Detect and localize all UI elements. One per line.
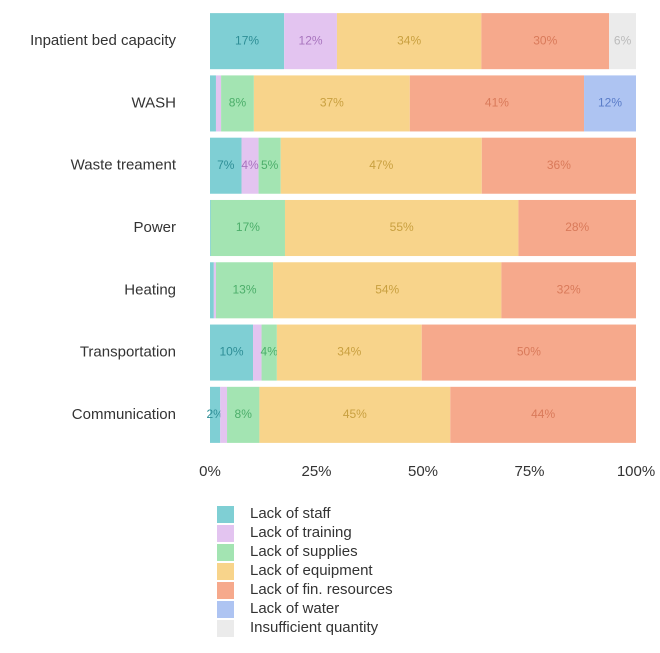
bar-segment xyxy=(210,13,285,70)
data-label: 17% xyxy=(236,220,260,234)
bar-segment xyxy=(501,262,636,319)
data-label: 47% xyxy=(369,158,393,172)
bar-segment xyxy=(253,324,262,381)
bar-segment xyxy=(210,324,254,381)
category-label: WASH xyxy=(132,94,176,111)
bar-segment xyxy=(210,199,211,257)
bar-segment xyxy=(258,137,281,194)
data-label: 36% xyxy=(547,158,571,172)
bar-segment xyxy=(215,262,274,319)
category-label: Waste treament xyxy=(71,157,177,174)
legend-label: Lack of supplies xyxy=(250,543,358,560)
bar-segment xyxy=(215,75,222,132)
bar-segment xyxy=(210,75,216,132)
data-label: 6% xyxy=(614,33,632,47)
bar-segment xyxy=(210,137,242,194)
legend-swatch xyxy=(217,544,234,561)
bar-segment xyxy=(284,199,519,257)
category-label: Transportation xyxy=(80,344,176,361)
bar-segment xyxy=(481,137,636,194)
bar-segment xyxy=(221,75,254,132)
bar-segment xyxy=(481,13,610,70)
data-label: 34% xyxy=(337,345,361,359)
legend-label: Lack of equipment xyxy=(250,562,373,579)
bar-segment xyxy=(210,199,285,257)
bar-segment xyxy=(253,75,410,132)
bar-segment xyxy=(276,324,422,381)
bar-segment xyxy=(609,13,636,70)
data-label: 37% xyxy=(320,96,344,110)
data-label: 17% xyxy=(235,33,259,47)
bar-segment xyxy=(213,262,216,319)
bar-segment xyxy=(450,386,636,443)
legend-swatch xyxy=(217,601,234,618)
data-label: 7% xyxy=(217,158,235,172)
bar-segment xyxy=(210,386,221,443)
data-label: 10% xyxy=(219,345,243,359)
legend-swatch xyxy=(217,525,234,542)
legend-label: Lack of water xyxy=(250,600,339,617)
data-label: 4% xyxy=(241,158,259,172)
bar-segment xyxy=(409,75,585,132)
category-label: Heating xyxy=(124,281,176,298)
x-tick-label: 50% xyxy=(408,463,438,480)
data-label: 41% xyxy=(485,96,509,110)
category-label: Power xyxy=(133,219,176,236)
bar-segment xyxy=(261,324,277,381)
bar-segment xyxy=(241,137,259,194)
legend-swatch xyxy=(217,506,234,523)
data-label: 5% xyxy=(261,158,279,172)
data-label: 2% xyxy=(206,407,224,421)
data-label: 13% xyxy=(232,282,256,296)
data-label: 8% xyxy=(229,96,247,110)
x-tick-label: 100% xyxy=(617,463,655,480)
legend-label: Lack of fin. resources xyxy=(250,581,393,598)
legend-label: Lack of staff xyxy=(250,505,331,522)
legend-swatch xyxy=(217,620,234,637)
bar-segment xyxy=(518,199,636,257)
bar-segment xyxy=(280,137,482,194)
data-label: 30% xyxy=(533,33,557,47)
legend-swatch xyxy=(217,563,234,580)
data-label: 28% xyxy=(565,220,589,234)
data-label: 34% xyxy=(397,33,421,47)
data-label: 55% xyxy=(390,220,414,234)
data-label: 12% xyxy=(598,96,622,110)
legend-swatch xyxy=(217,582,234,599)
data-label: 45% xyxy=(343,407,367,421)
bar-segment xyxy=(421,324,636,381)
bar-segment xyxy=(273,262,502,319)
bar-segment xyxy=(336,13,482,70)
legend-label: Lack of training xyxy=(250,524,352,541)
legend-label: Insufficient quantity xyxy=(250,619,379,636)
bar-segment xyxy=(259,386,451,443)
bar-segment xyxy=(210,262,214,319)
x-tick-label: 0% xyxy=(199,463,221,480)
data-label: 54% xyxy=(375,282,399,296)
data-label: 8% xyxy=(235,407,253,421)
bar-segment xyxy=(584,75,636,132)
data-label: 44% xyxy=(531,407,555,421)
data-label: 4% xyxy=(261,345,279,359)
bar-segment xyxy=(284,13,337,70)
bar-segment xyxy=(220,386,228,443)
x-tick-label: 25% xyxy=(301,463,331,480)
data-label: 12% xyxy=(299,33,323,47)
data-label: 32% xyxy=(557,282,581,296)
category-label: Communication xyxy=(72,406,176,423)
category-label: Inpatient bed capacity xyxy=(30,32,176,49)
bar-segment xyxy=(227,386,260,443)
x-tick-label: 75% xyxy=(514,463,544,480)
data-label: 50% xyxy=(517,345,541,359)
